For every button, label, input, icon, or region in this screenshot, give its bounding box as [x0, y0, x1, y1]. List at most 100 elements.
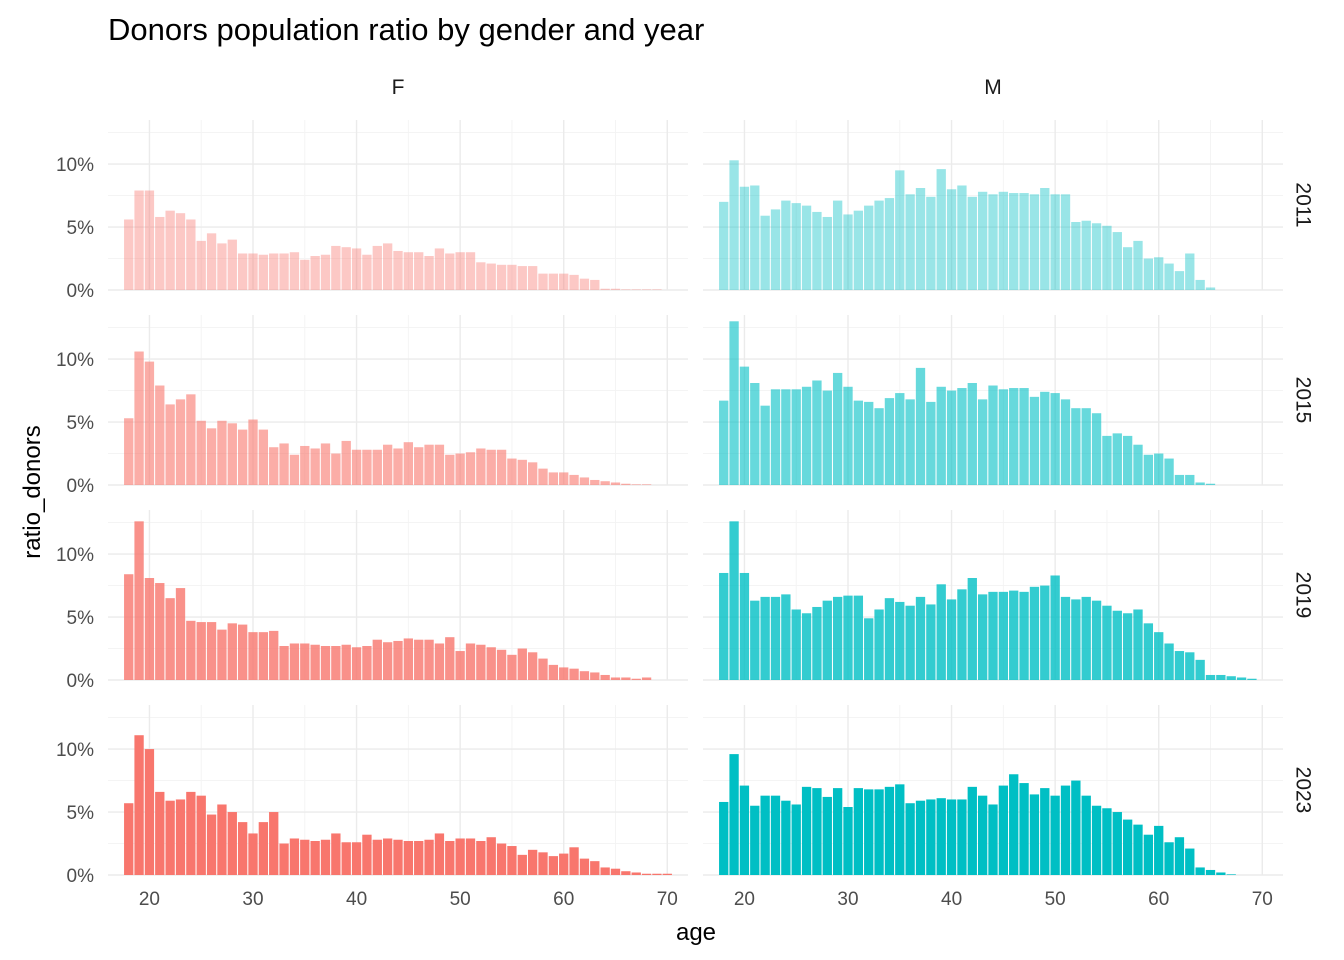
bar-F-2015-age-34	[289, 454, 300, 485]
bar-F-2023-age-55	[507, 846, 517, 875]
bar-M-2019-age-45	[998, 591, 1009, 680]
bar-M-2011-age-35	[895, 170, 905, 290]
bar-F-2019-age-58	[538, 658, 548, 680]
bar-F-2019-age-39	[341, 644, 351, 680]
bar-F-2023-age-63	[590, 861, 600, 875]
axes: 0% 5% 10% 0% 5% 10% 0% 5% 10% 0% 5% 10% 20 30 40 50 60 70…	[56, 155, 1273, 910]
bar-F-2015-age-37	[320, 443, 331, 485]
bar-M-2015-age-43	[977, 399, 988, 485]
bar-M-2015-age-53	[1081, 408, 1091, 485]
bar-M-2015-age-38	[926, 401, 936, 485]
y-tick-label: 10%	[56, 740, 94, 761]
y-tick-label: 10%	[56, 155, 94, 176]
bar-M-2015-age-34	[884, 398, 895, 485]
bar-M-2011-age-60	[1154, 257, 1164, 290]
bar-M-2023-age-58	[1133, 824, 1143, 875]
bar-F-2015-age-18	[124, 418, 134, 485]
bar-F-2011-age-37	[320, 254, 331, 290]
bar-M-2015-age-27	[812, 380, 822, 485]
bar-F-2019-age-20	[144, 578, 155, 680]
bar-M-2011-age-41	[957, 185, 967, 290]
bar-F-2019-age-19	[134, 521, 144, 680]
bar-M-2019-age-35	[895, 601, 905, 680]
bar-M-2015-age-39	[936, 386, 946, 485]
bar-M-2023-age-21	[750, 805, 760, 875]
bar-M-2019-age-18	[719, 572, 729, 680]
bar-M-2019-age-50	[1050, 575, 1060, 680]
bar-F-2011-age-66	[621, 289, 631, 290]
bar-F-2019-age-59	[548, 664, 559, 680]
bar-M-2015-age-37	[915, 367, 926, 485]
bar-F-2015-age-32	[269, 447, 279, 485]
bar-M-2015-age-18	[719, 400, 729, 485]
bar-M-2023-age-47	[1019, 783, 1029, 875]
bar-F-2015-age-51	[465, 452, 476, 485]
bar-M-2015-age-48	[1029, 396, 1040, 485]
bar-F-2023-age-32	[269, 812, 279, 875]
bar-F-2015-age-66	[621, 483, 631, 485]
bar-M-2019-age-27	[812, 606, 822, 680]
chart-title: Donors population ratio by gender and ye…	[108, 12, 704, 47]
bar-M-2019-age-65	[1205, 674, 1216, 680]
bar-M-2019-age-58	[1133, 609, 1143, 680]
bar-M-2023-age-22	[760, 795, 770, 875]
bar-F-2011-age-55	[507, 264, 517, 290]
bar-F-2011-age-45	[403, 252, 414, 290]
bar-M-2023-age-24	[781, 800, 791, 875]
bar-F-2023-age-36	[310, 841, 320, 875]
bar-M-2019-age-28	[822, 600, 832, 680]
bar-M-2023-age-60	[1154, 825, 1164, 875]
bar-F-2011-age-34	[289, 252, 300, 290]
bar-F-2019-age-57	[527, 652, 538, 680]
bar-F-2023-age-54	[496, 843, 507, 875]
bar-F-2023-age-40	[351, 842, 362, 875]
bar-M-2019-age-47	[1019, 591, 1029, 680]
bar-M-2011-age-27	[812, 211, 822, 290]
bar-F-2019-age-68	[641, 677, 652, 680]
bar-M-2015-age-59	[1143, 454, 1154, 485]
bar-M-2019-age-61	[1164, 643, 1174, 680]
bar-F-2023-age-51	[465, 838, 476, 875]
bar-F-2015-age-61	[569, 474, 579, 485]
bar-F-2015-age-67	[631, 484, 641, 485]
bar-M-2023-age-54	[1091, 805, 1102, 875]
bar-M-2011-age-59	[1143, 258, 1154, 290]
bar-M-2019-age-42	[967, 578, 977, 680]
bar-F-2011-age-43	[382, 243, 393, 290]
bar-F-2019-age-23	[175, 588, 186, 680]
bar-M-2015-age-57	[1122, 435, 1133, 485]
bar-M-2011-age-63	[1185, 253, 1195, 290]
x-tick-label: 50	[1045, 889, 1066, 910]
bar-M-2019-age-25	[791, 609, 801, 680]
bar-F-2023-age-28	[227, 812, 237, 875]
bar-F-2015-age-31	[258, 429, 269, 485]
bar-M-2023-age-55	[1102, 808, 1112, 875]
bar-M-2011-age-26	[801, 205, 812, 290]
bar-M-2023-age-37	[915, 800, 926, 875]
bar-F-2023-age-25	[196, 795, 206, 875]
bar-M-2023-age-65	[1205, 869, 1216, 875]
bar-M-2011-age-38	[926, 196, 936, 290]
y-tick-label: 0%	[67, 476, 95, 497]
bar-F-2023-age-23	[175, 799, 186, 875]
bar-F-2019-age-38	[331, 646, 341, 680]
panel-M-2011	[703, 120, 1283, 291]
bar-F-2015-age-47	[424, 444, 434, 485]
bar-F-2019-age-22	[165, 598, 175, 680]
bar-F-2011-age-26	[206, 233, 217, 290]
bar-F-2023-age-49	[445, 841, 455, 875]
bar-M-2015-age-19	[729, 321, 739, 485]
bar-F-2011-age-24	[186, 219, 196, 290]
bar-M-2015-age-28	[822, 390, 832, 485]
bar-M-2015-age-46	[1009, 388, 1019, 485]
bar-M-2011-age-54	[1091, 223, 1102, 290]
bar-M-2019-age-32	[864, 618, 874, 680]
bar-F-2011-age-39	[341, 247, 351, 290]
bar-M-2023-age-53	[1081, 795, 1091, 875]
bar-M-2011-age-49	[1040, 188, 1050, 290]
bar-M-2023-age-18	[719, 801, 729, 875]
bar-F-2019-age-64	[600, 674, 610, 680]
bar-M-2011-age-51	[1060, 194, 1071, 290]
strip-label-2015: 2015	[1291, 377, 1314, 424]
bar-M-2015-age-63	[1185, 474, 1195, 485]
